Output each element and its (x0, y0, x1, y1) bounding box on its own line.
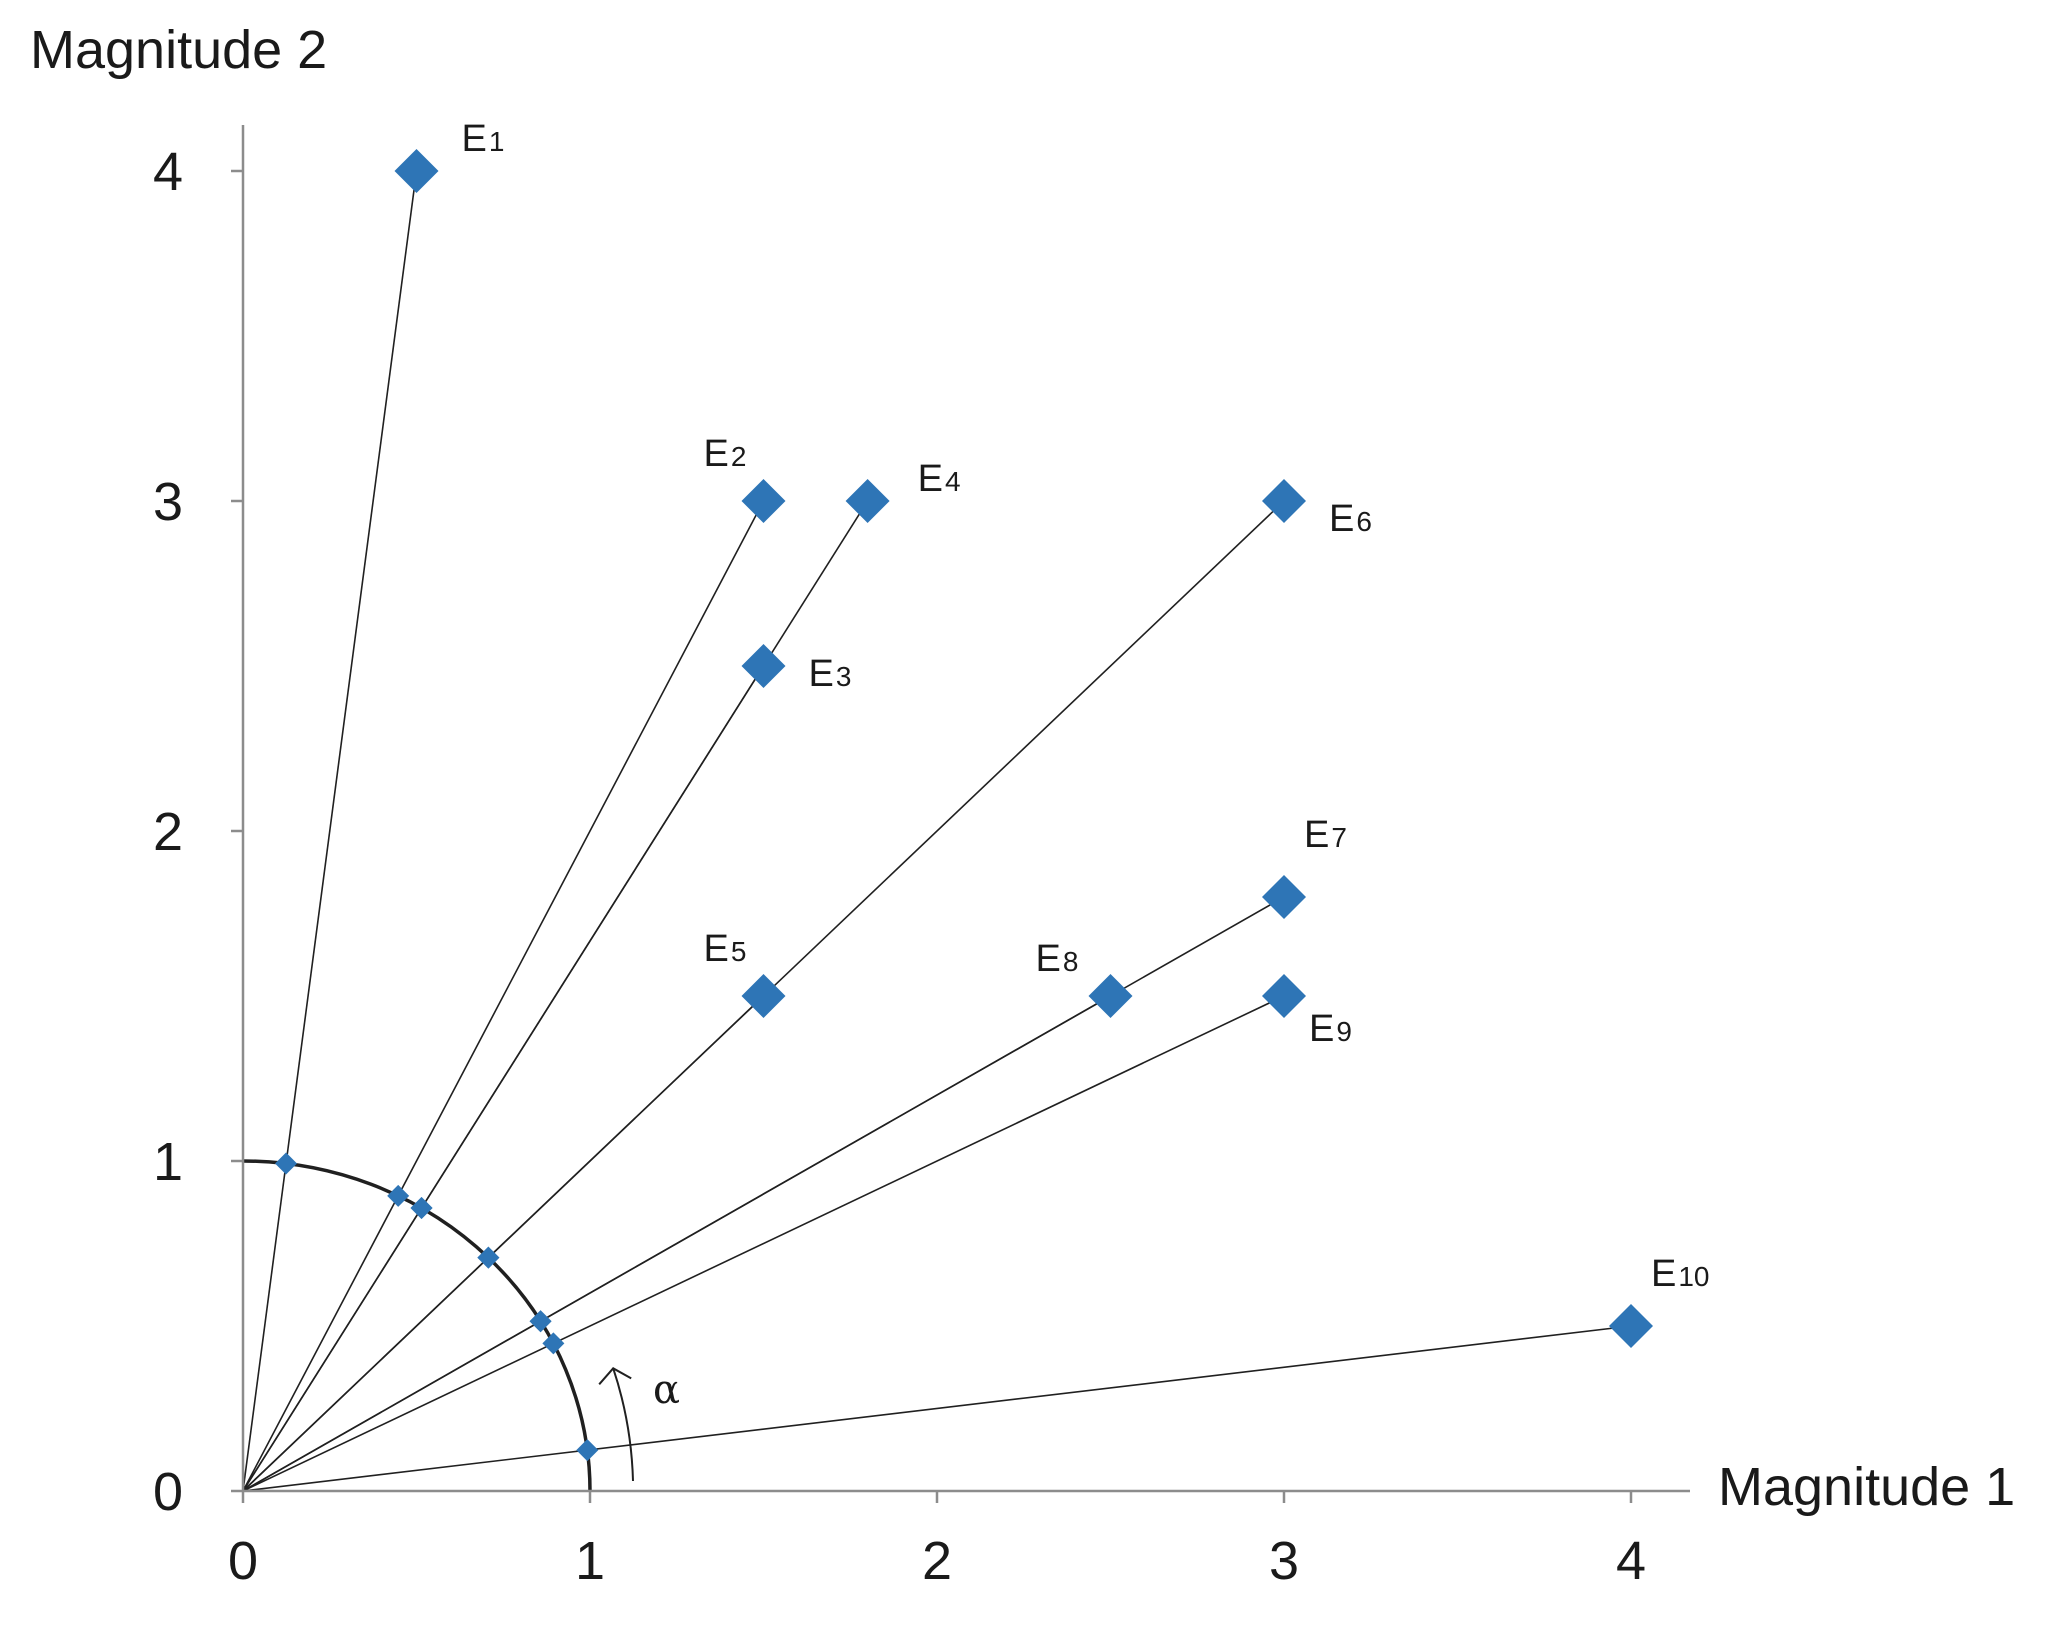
point-label-index: 5 (731, 936, 747, 967)
point-label-E9: E9 (1309, 1008, 1352, 1050)
point-label-E5: E5 (704, 928, 747, 970)
ray-layer (243, 171, 1631, 1491)
point-label-E1: E1 (462, 118, 505, 160)
x-tick-label: 0 (228, 1531, 258, 1591)
x-tick-label: 2 (922, 1531, 952, 1591)
projected-point-E4 (411, 1197, 433, 1219)
point-label-index: 10 (1678, 1261, 1709, 1292)
y-tick-label: 0 (153, 1462, 183, 1522)
angle-label: α (653, 1367, 680, 1413)
point-label-index: 7 (1331, 822, 1347, 853)
point-E9 (1262, 974, 1306, 1018)
angle-arc (613, 1368, 633, 1481)
x-axis-title: Magnitude 1 (1718, 1457, 2015, 1517)
x-tick-label: 1 (575, 1531, 605, 1591)
projected-point-E10 (576, 1439, 598, 1461)
point-label-E3: E3 (809, 653, 852, 695)
y-tick-label: 2 (153, 802, 183, 862)
point-E2 (742, 479, 786, 523)
point-E1 (395, 149, 439, 193)
point-label-index: 8 (1063, 946, 1079, 977)
angle-annotation: α (599, 1367, 680, 1481)
ray-E10 (243, 1326, 1631, 1491)
point-label-index: 4 (945, 466, 961, 497)
y-tick-label: 4 (153, 142, 183, 202)
projected-point-E2 (387, 1185, 409, 1207)
point-label-index: 9 (1336, 1016, 1352, 1047)
projected-point-E8 (530, 1310, 552, 1332)
point-label-E6: E6 (1329, 498, 1372, 540)
point-label-E4: E4 (918, 458, 961, 500)
projected-point-E1 (275, 1153, 297, 1175)
point-label-index: 1 (489, 126, 505, 157)
point-label-E8: E8 (1036, 938, 1079, 980)
point-E4 (846, 479, 890, 523)
point-E3 (742, 644, 786, 688)
point-label-E10: E10 (1651, 1253, 1710, 1295)
point-E10 (1609, 1304, 1653, 1348)
point-E7 (1262, 875, 1306, 919)
point-label-index: 2 (731, 441, 747, 472)
point-label-E7: E7 (1304, 814, 1347, 856)
axes-layer: 0 1 2 3 4 0 1 2 3 4 (153, 125, 1690, 1591)
projected-point-E9 (542, 1332, 564, 1354)
x-tick-label: 3 (1269, 1531, 1299, 1591)
y-tick-label: 1 (153, 1132, 183, 1192)
ray-E1 (243, 171, 417, 1491)
y-axis-title: Magnitude 2 (30, 20, 327, 80)
point-labels-layer: E1 E2 E3 E4 E5 E6 E7 E8 E9 E10 (462, 118, 1710, 1295)
y-tick-label: 3 (153, 472, 183, 532)
point-label-index: 3 (836, 661, 852, 692)
point-label-E2: E2 (704, 433, 747, 475)
point-label-index: 6 (1356, 506, 1372, 537)
point-E8 (1089, 974, 1133, 1018)
x-tick-label: 4 (1616, 1531, 1646, 1591)
